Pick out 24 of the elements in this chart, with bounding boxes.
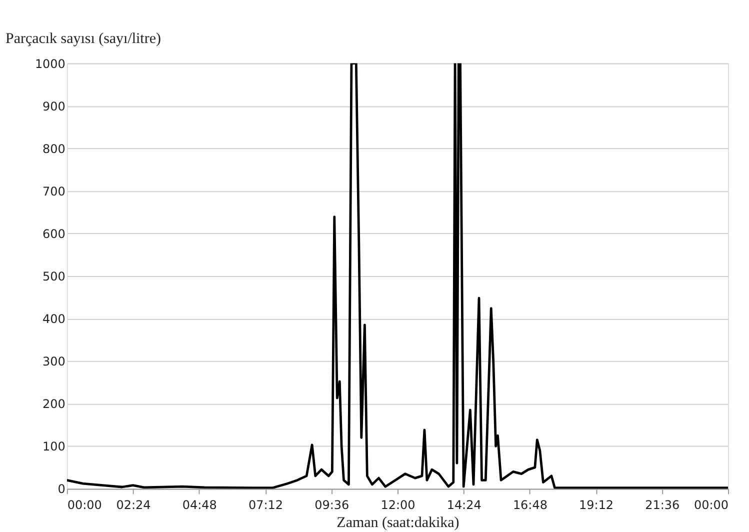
y-tick-label: 100 [42, 440, 66, 454]
x-tick-label: 14:24 [446, 498, 482, 512]
y-tick-label: 400 [42, 312, 66, 326]
x-tick-label: 07:12 [248, 498, 283, 512]
x-tick-label: 21:36 [645, 498, 680, 512]
x-tick-label: 12:00 [380, 498, 416, 512]
x-tick-label: 00:00 [694, 498, 729, 512]
y-axis-title: Parçacık sayısı (sayı/litre) [5, 30, 161, 47]
y-tick-label: 0 [58, 482, 66, 496]
x-tick-label: 19:12 [579, 498, 614, 512]
y-tick-label: 700 [42, 184, 66, 198]
y-tick-label: 300 [42, 354, 66, 369]
y-tick-label: 200 [42, 397, 66, 412]
y-tick-label: 900 [42, 99, 66, 114]
y-tick-label: 500 [42, 269, 66, 284]
x-tick-label: 04:48 [182, 498, 217, 512]
x-tick-label: 00:00 [67, 498, 102, 512]
x-axis-title: Zaman (saat:dakika) [336, 515, 460, 532]
y-tick-label: 800 [42, 142, 66, 156]
x-tick-label: 09:36 [314, 498, 350, 512]
x-tick-label: 16:48 [512, 498, 548, 512]
y-tick-label: 600 [42, 226, 66, 241]
y-tick-label: 1000 [34, 56, 66, 71]
x-tick-label: 02:24 [116, 498, 151, 512]
